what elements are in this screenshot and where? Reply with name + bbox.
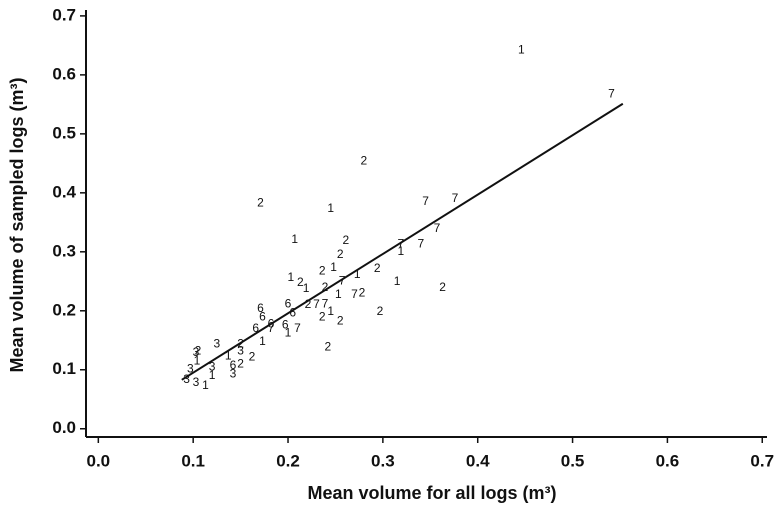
y-tick-label: 0.1 bbox=[52, 359, 76, 378]
point-marker: 2 bbox=[374, 261, 381, 275]
point-marker: 7 bbox=[268, 321, 275, 335]
point-marker: 7 bbox=[608, 87, 615, 101]
point-marker: 2 bbox=[195, 344, 202, 358]
point-marker: 1 bbox=[518, 42, 525, 56]
point-marker: 7 bbox=[452, 191, 459, 205]
y-tick-label: 0.4 bbox=[52, 182, 76, 201]
fit-line bbox=[181, 102, 624, 381]
point-marker: 2 bbox=[343, 233, 350, 247]
point-marker: 3 bbox=[183, 372, 190, 386]
point-marker: 1 bbox=[209, 368, 216, 382]
x-tick-label: 0.2 bbox=[276, 451, 300, 470]
point-marker: 6 bbox=[268, 317, 275, 331]
x-tick-label: 0.0 bbox=[87, 451, 111, 470]
point-marker: 2 bbox=[337, 247, 344, 261]
point-marker: 3 bbox=[193, 345, 200, 359]
point-marker: 7 bbox=[398, 236, 405, 250]
point-marker: 7 bbox=[294, 321, 301, 335]
point-marker: 2 bbox=[377, 304, 384, 318]
point-marker: 2 bbox=[257, 196, 264, 210]
point-marker: 6 bbox=[257, 301, 264, 315]
point-marker: 7 bbox=[434, 221, 441, 235]
y-tick-label: 0.6 bbox=[52, 64, 76, 83]
point-marker: 6 bbox=[252, 321, 259, 335]
x-tick-label: 0.1 bbox=[181, 451, 205, 470]
point-marker: 7 bbox=[322, 296, 329, 310]
y-tick-label: 0.0 bbox=[52, 418, 76, 437]
point-marker: 2 bbox=[325, 340, 332, 354]
point-marker: 6 bbox=[285, 296, 292, 310]
point-marker: 2 bbox=[305, 297, 312, 311]
x-tick-label: 0.6 bbox=[656, 451, 680, 470]
y-tick-label: 0.3 bbox=[52, 241, 76, 260]
point-marker: 6 bbox=[289, 305, 296, 319]
point-marker: 2 bbox=[297, 275, 304, 289]
point-marker: 1 bbox=[327, 201, 334, 215]
point-marker: 2 bbox=[237, 357, 244, 371]
point-marker: 1 bbox=[330, 260, 337, 274]
point-marker: 1 bbox=[225, 348, 232, 362]
point-marker: 6 bbox=[282, 318, 289, 332]
point-marker: 7 bbox=[313, 297, 320, 311]
point-marker: 1 bbox=[288, 270, 295, 284]
x-tick-label: 0.4 bbox=[466, 451, 490, 470]
point-marker: 2 bbox=[237, 337, 244, 351]
point-marker: 3 bbox=[237, 344, 244, 358]
y-tick-label: 0.2 bbox=[52, 300, 76, 319]
point-marker: 1 bbox=[303, 281, 310, 295]
point-marker: 3 bbox=[187, 361, 194, 375]
point-marker: 1 bbox=[394, 274, 401, 288]
point-marker: 2 bbox=[337, 314, 344, 328]
point-marker: 1 bbox=[354, 267, 361, 281]
point-marker: 7 bbox=[417, 236, 424, 250]
point-marker: 1 bbox=[335, 287, 342, 301]
x-tick-label: 0.7 bbox=[750, 451, 774, 470]
point-marker: 2 bbox=[322, 280, 329, 294]
point-marker: 7 bbox=[351, 287, 358, 301]
y-tick-label: 0.7 bbox=[52, 5, 76, 24]
point-marker: 1 bbox=[398, 244, 405, 258]
point-marker: 2 bbox=[359, 285, 366, 299]
point-marker: 6 bbox=[230, 358, 237, 372]
point-marker: 2 bbox=[319, 263, 326, 277]
point-marker: 1 bbox=[327, 304, 334, 318]
y-tick-label: 0.5 bbox=[52, 123, 76, 142]
point-marker: 2 bbox=[249, 350, 256, 364]
point-marker: 7 bbox=[422, 194, 429, 208]
point-marker: 1 bbox=[202, 378, 209, 392]
point-marker: 3 bbox=[230, 367, 237, 381]
x-tick-label: 0.5 bbox=[561, 451, 585, 470]
point-marker: 1 bbox=[194, 354, 201, 368]
point-marker: 1 bbox=[285, 325, 292, 339]
point-marker: 2 bbox=[439, 280, 446, 294]
y-axis-label: Mean volume of sampled logs (m³) bbox=[7, 77, 27, 372]
point-marker: 2 bbox=[319, 309, 326, 323]
point-marker: 3 bbox=[193, 375, 200, 389]
point-marker: 2 bbox=[361, 154, 368, 168]
point-marker: 3 bbox=[214, 337, 221, 351]
point-marker: 1 bbox=[259, 334, 266, 348]
point-marker: 1 bbox=[291, 232, 298, 246]
point-marker: 6 bbox=[259, 309, 266, 323]
point-marker: 3 bbox=[209, 360, 216, 374]
x-axis-label: Mean volume for all logs (m³) bbox=[307, 483, 556, 503]
point-marker: 7 bbox=[339, 273, 346, 287]
x-tick-label: 0.3 bbox=[371, 451, 395, 470]
